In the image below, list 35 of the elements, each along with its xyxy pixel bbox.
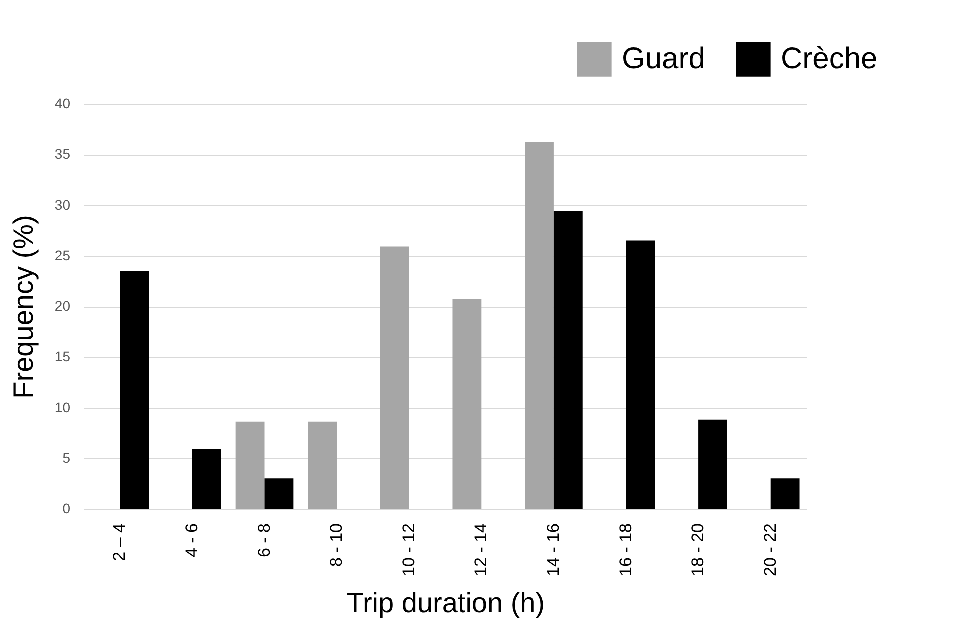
- y-tick-label: 25: [54, 247, 71, 264]
- y-tick-label: 30: [54, 196, 71, 213]
- legend-label: Crèche: [781, 42, 878, 76]
- bar: [698, 420, 728, 509]
- y-tick-label: 10: [54, 399, 71, 416]
- bar: [452, 299, 482, 509]
- y-tick-label: 40: [54, 96, 71, 112]
- y-tick-label: 0: [62, 500, 71, 516]
- x-tick-label: 14 - 16: [544, 524, 563, 576]
- bar: [380, 246, 410, 509]
- bar: [554, 211, 583, 509]
- x-tick-label: 6 - 8: [254, 524, 274, 558]
- x-axis-title: Trip duration (h): [346, 587, 546, 618]
- x-tick-label: 2 – 4: [110, 524, 130, 562]
- x-tick-label: 10 - 12: [399, 524, 418, 576]
- x-tick-label: 4 - 6: [182, 524, 202, 558]
- bar: [120, 271, 150, 509]
- bar: [264, 478, 294, 509]
- x-tick-label: 8 - 10: [327, 524, 346, 567]
- bar: [308, 422, 338, 509]
- y-tick-label: 15: [54, 348, 71, 365]
- bar: [525, 142, 554, 509]
- legend-label: Guard: [622, 42, 706, 76]
- y-axis-title: Frequency (%): [8, 215, 39, 399]
- y-tick-label: 20: [54, 298, 71, 314]
- bar: [770, 478, 800, 509]
- x-tick-label: 16 - 18: [616, 524, 636, 576]
- y-tick-label: 5: [62, 450, 71, 466]
- bar: [626, 240, 656, 509]
- bar: [192, 449, 222, 509]
- x-tick-label: 12 - 14: [472, 524, 491, 576]
- x-tick-label: 20 - 22: [760, 524, 780, 576]
- x-tick-label: 18 - 20: [688, 524, 708, 576]
- y-tick-label: 35: [54, 146, 71, 162]
- bar: [236, 422, 265, 509]
